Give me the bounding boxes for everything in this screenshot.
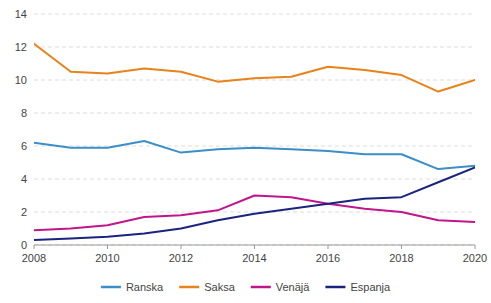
- x-tick: [34, 245, 35, 249]
- chart: 0 2 4 6 8 10 12 14 2008 2010 2012 2014 2016 2018 2020 R…: [0, 0, 491, 303]
- legend-item: Saksa: [179, 281, 235, 293]
- grid-line: [34, 47, 475, 48]
- legend-swatch: [101, 286, 121, 289]
- x-tick: [107, 245, 108, 249]
- legend-item: Espanja: [325, 281, 391, 293]
- x-tick: [475, 245, 476, 249]
- legend: Ranska Saksa Venäjä Espanja: [101, 281, 391, 293]
- x-tick-label: 2020: [463, 252, 487, 264]
- x-tick-label: 2016: [316, 252, 340, 264]
- legend-swatch: [251, 286, 271, 289]
- series-line: [34, 141, 475, 169]
- y-tick-label: 12: [15, 41, 27, 53]
- y-tick-label: 14: [15, 8, 27, 20]
- y-tick-label: 10: [15, 74, 27, 86]
- legend-swatch: [325, 286, 345, 289]
- x-tick-label: 2018: [389, 252, 413, 264]
- grid-line: [34, 212, 475, 213]
- legend-item: Venäjä: [251, 281, 311, 293]
- y-grid: [34, 14, 475, 245]
- legend-label: Espanja: [350, 281, 391, 293]
- legend-label: Ranska: [126, 281, 164, 293]
- lines: [34, 44, 475, 240]
- grid-line: [34, 113, 475, 114]
- legend-label: Saksa: [204, 281, 235, 293]
- y-tick-label: 4: [21, 173, 27, 185]
- y-tick-label: 6: [21, 140, 27, 152]
- x-tick: [254, 245, 255, 249]
- x-tick: [181, 245, 182, 249]
- x-tick-label: 2010: [95, 252, 119, 264]
- y-tick-label: 8: [21, 107, 27, 119]
- x-tick-label: 2008: [22, 252, 46, 264]
- grid-line: [34, 146, 475, 147]
- y-tick-label: 2: [21, 206, 27, 218]
- legend-swatch: [179, 286, 199, 289]
- legend-item: Ranska: [101, 281, 164, 293]
- x-tick-label: 2012: [169, 252, 193, 264]
- y-tick-label: 0: [21, 239, 27, 251]
- legend-label: Venäjä: [276, 281, 311, 293]
- grid-line: [34, 80, 475, 81]
- grid-line: [34, 14, 475, 15]
- grid-line: [34, 179, 475, 180]
- series-line: [34, 44, 475, 92]
- x-tick-label: 2014: [242, 252, 266, 264]
- x-tick: [328, 245, 329, 249]
- series-line: [34, 167, 475, 240]
- x-tick: [401, 245, 402, 249]
